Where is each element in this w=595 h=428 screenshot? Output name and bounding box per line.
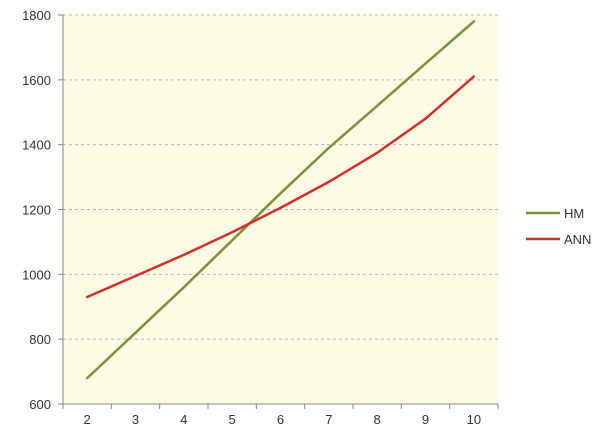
x-tick-label: 8 [374,412,381,427]
series-lines [85,20,476,380]
x-tick-label: 3 [132,412,139,427]
x-tick-label: 5 [229,412,236,427]
series-line-ann [85,75,476,299]
y-tick-label: 1600 [22,73,51,88]
y-tick-label: 600 [29,397,51,412]
x-tick-label: 2 [84,412,91,427]
x-tick-label: 10 [467,412,481,427]
y-tick-label: 1200 [22,203,51,218]
gridlines [63,14,498,340]
x-tick-label: 7 [325,412,332,427]
y-tick-label: 1400 [22,138,51,153]
y-tick-labels: 600 800 1000 1200 1400 1600 1800 [22,8,51,412]
x-tick-label: 4 [180,412,187,427]
y-tick-label: 1800 [22,8,51,23]
legend: HM ANN [526,206,591,247]
axes [58,14,499,409]
y-tick-label: 800 [29,332,51,347]
x-tick-label: 9 [422,412,429,427]
x-tick-label: 6 [277,412,284,427]
legend-label-ann: ANN [564,232,591,247]
x-tick-labels: 2 3 4 5 6 7 8 9 10 [84,412,482,427]
y-tick-label: 1000 [22,267,51,282]
legend-label-hm: HM [564,206,584,221]
series-line-hm [85,20,476,380]
